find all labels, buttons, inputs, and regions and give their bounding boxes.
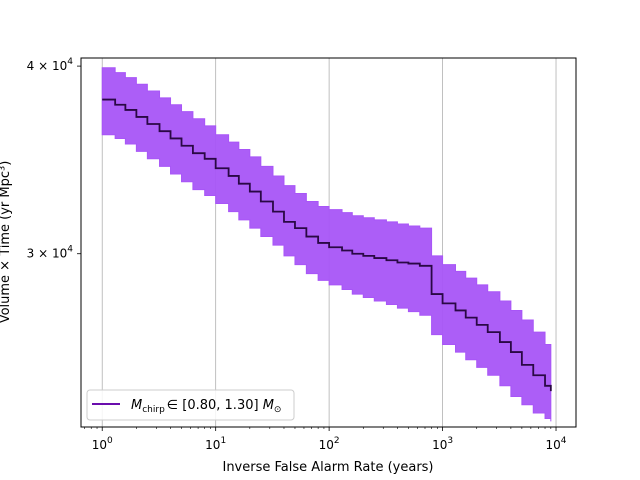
x-tick-label: 104: [546, 436, 567, 452]
series-line: [102, 98, 552, 392]
y-axis-label: Volume × Time (yr Mpc³): [0, 161, 13, 324]
x-tick-label: 100: [92, 436, 113, 452]
confidence-band: [101, 67, 552, 422]
y-tick-label: 3 × 104: [27, 245, 74, 261]
x-tick-label: 101: [205, 436, 226, 452]
x-axis-ticks: 100 101 102 103 104: [84, 427, 567, 452]
legend: Mchirp ∈ [0.80, 1.30] M⊙: [86, 389, 295, 421]
x-tick-label: 103: [432, 436, 453, 452]
plot-frame: [80, 57, 577, 428]
y-tick-label: 4 × 104: [27, 57, 74, 73]
legend-box: [86, 389, 295, 421]
line-layer: [102, 98, 552, 392]
y-axis-ticks: 3 × 104 4 × 104: [27, 57, 81, 261]
band-layer: [101, 67, 552, 422]
legend-label: Mchirp ∈ [0.80, 1.30] M⊙: [131, 398, 281, 415]
x-tick-label: 102: [319, 436, 340, 452]
x-axis-label: Inverse False Alarm Rate (years): [222, 460, 433, 475]
